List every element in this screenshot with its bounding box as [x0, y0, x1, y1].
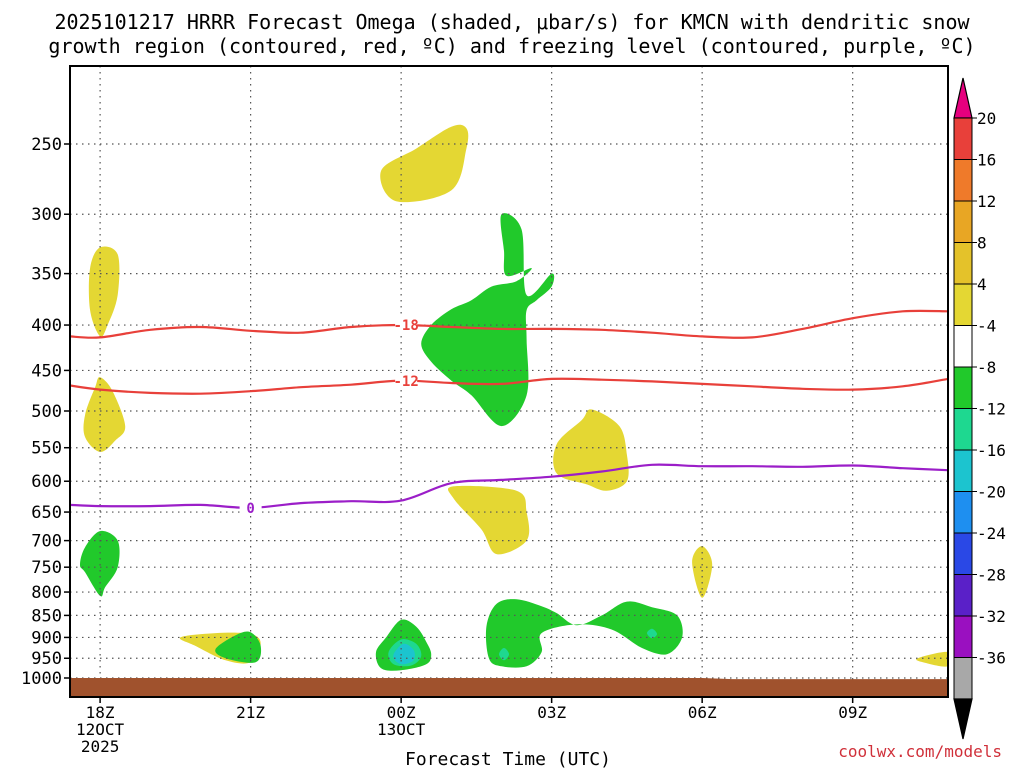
colorbar-label-16: 16: [977, 151, 996, 170]
colorbar-label--36: -36: [977, 649, 1006, 668]
chart-title-line-1: 2025101217 HRRR Forecast Omega (shaded, …: [54, 10, 970, 34]
surface-layer: [70, 678, 948, 697]
chart-title-line-2: growth region (contoured, red, ºC) and f…: [48, 34, 976, 58]
contour-line-3: [70, 463, 948, 510]
colorbar-label-4: 4: [977, 275, 987, 294]
x-tick-label-00Z: 00Z: [387, 703, 416, 722]
colorbar-segment-14: [953, 657, 973, 700]
colorbar-segment-10: [953, 491, 973, 534]
colorbar-label--4: -4: [977, 317, 996, 336]
colorbar-segment-6: [953, 325, 973, 368]
credit-text: coolwx.com/models: [838, 742, 1002, 761]
contour-line-1: [70, 309, 948, 339]
omega-region-17: [393, 643, 415, 665]
colorbar-segment-1: [953, 117, 973, 160]
pressure-axis: 2503003504004505005506006507007508008509…: [21, 135, 70, 689]
colorbar-segment-13: [953, 615, 973, 658]
y-tick-label-400: 400: [31, 316, 62, 336]
omega-region-13: [485, 599, 683, 668]
colorbar-label--32: -32: [977, 607, 1006, 626]
x-tick-label-06Z: 06Z: [688, 703, 717, 722]
colorbar-segment-3: [953, 200, 973, 243]
contour-label-bg-3: [239, 499, 262, 515]
y-tick-label-300: 300: [31, 205, 62, 225]
colorbar-segment-12: [953, 574, 973, 617]
colorbar-bottom-triangle: [953, 698, 973, 740]
y-tick-label-600: 600: [31, 472, 62, 492]
colorbar-segment-11: [953, 532, 973, 575]
contour-label-1: -18: [394, 318, 419, 334]
plot-border: [69, 65, 949, 698]
omega-shading: [80, 124, 948, 671]
omega-region-9: [80, 530, 120, 597]
colorbar-label--20: -20: [977, 483, 1006, 502]
x-tick-label-21Z: 21Z: [236, 703, 265, 722]
y-tick-label-550: 550: [31, 439, 62, 459]
colorbar-label--8: -8: [977, 358, 996, 377]
omega-region-10: [421, 213, 555, 427]
y-tick-label-1000: 1000: [21, 669, 62, 689]
colorbar-label-8: 8: [977, 234, 987, 253]
y-tick-label-750: 750: [31, 558, 62, 578]
temperature-contours: -18 -12 0: [70, 309, 948, 517]
x-tick-label-03Z: 03Z: [537, 703, 566, 722]
colorbar-label--12: -12: [977, 400, 1006, 419]
y-tick-label-450: 450: [31, 361, 62, 381]
omega-region-2: [83, 377, 126, 452]
colorbar-segment-8: [953, 408, 973, 451]
x-tick-label-09Z: 09Z: [838, 703, 867, 722]
omega-region-5: [553, 409, 629, 491]
y-tick-label-800: 800: [31, 583, 62, 603]
omega-region-15: [499, 648, 509, 661]
omega-region-16: [647, 628, 657, 639]
y-tick-label-250: 250: [31, 135, 62, 155]
contour-label-bg-1: [395, 317, 418, 333]
y-tick-label-350: 350: [31, 265, 62, 285]
omega-region-4: [447, 485, 530, 555]
x-tick-label-18Z: 18Z: [86, 703, 115, 722]
contour-label-3: 0: [246, 501, 254, 517]
ground-surface: [70, 678, 948, 697]
colorbar-top-triangle: [953, 77, 973, 119]
colorbar-label--24: -24: [977, 524, 1006, 543]
y-tick-label-700: 700: [31, 532, 62, 552]
y-tick-label-850: 850: [31, 606, 62, 626]
colorbar-label-20: 20: [977, 109, 996, 128]
colorbar-segment-9: [953, 449, 973, 492]
omega-region-12: [215, 631, 262, 663]
plot-frame: [69, 65, 949, 698]
grid-lines: [70, 66, 948, 697]
contour-line-2: [70, 377, 948, 395]
omega-region-3: [380, 124, 469, 203]
y-tick-label-900: 900: [31, 628, 62, 648]
omega-region-6: [692, 546, 713, 598]
contour-label-2: -12: [394, 374, 419, 390]
colorbar: 20 16 12 8 4 -4 -8 -12 -16 -20 -24 -28 -32 -36: [953, 77, 1006, 740]
x-tick-date-18Z: 12OCT: [76, 720, 125, 739]
y-tick-label-500: 500: [31, 402, 62, 422]
colorbar-label-12: 12: [977, 192, 996, 211]
colorbar-label--16: -16: [977, 441, 1006, 460]
y-tick-label-650: 650: [31, 503, 62, 523]
omega-region-1: [88, 246, 120, 337]
colorbar-label--28: -28: [977, 566, 1006, 585]
colorbar-segment-5: [953, 283, 973, 326]
omega-region-8: [916, 651, 948, 667]
colorbar-segment-7: [953, 366, 973, 409]
x-tick-year-18Z: 2025: [81, 737, 120, 756]
colorbar-segment-4: [953, 242, 973, 285]
contour-label-bg-2: [395, 372, 418, 388]
x-axis-label: Forecast Time (UTC): [405, 749, 611, 768]
colorbar-segment-2: [953, 159, 973, 202]
x-tick-date-00Z: 13OCT: [377, 720, 426, 739]
y-tick-label-950: 950: [31, 649, 62, 669]
